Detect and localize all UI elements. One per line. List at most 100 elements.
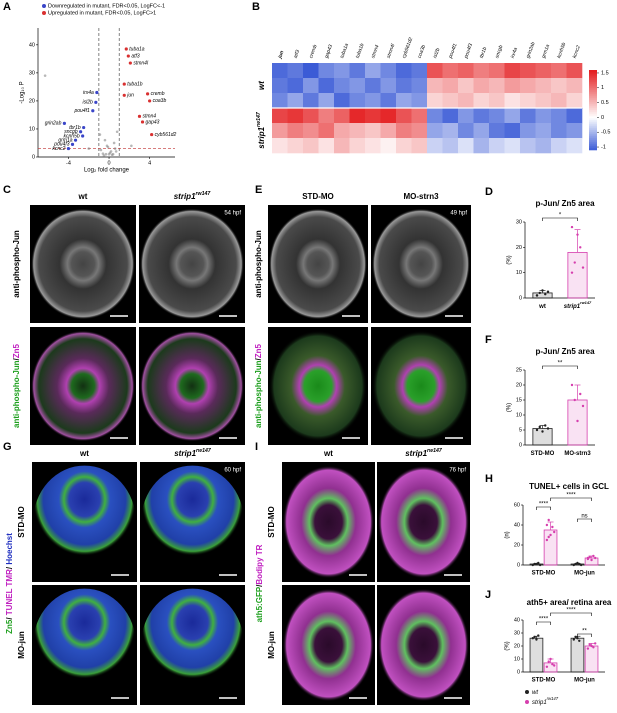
data-point bbox=[535, 294, 539, 297]
point bbox=[110, 153, 114, 157]
y-tick-label: 20 bbox=[516, 245, 522, 251]
y-axis-label: (n) bbox=[505, 531, 511, 538]
micrograph-tissue bbox=[282, 465, 375, 579]
data-point bbox=[579, 246, 582, 249]
data-point bbox=[572, 638, 575, 641]
row-group-label-sup: rw147 bbox=[256, 111, 262, 127]
heatmap-cell bbox=[365, 63, 381, 79]
heatmap-cell bbox=[411, 63, 428, 79]
data-point bbox=[594, 642, 597, 645]
heatmap-cell bbox=[504, 123, 521, 139]
data-point bbox=[573, 398, 576, 402]
colorbar-segment bbox=[589, 104, 597, 107]
stain-label-part: ath5:GFP bbox=[255, 586, 264, 622]
x-tick-label: -4 bbox=[66, 160, 71, 166]
heatmap-cell bbox=[504, 108, 521, 124]
gene-label: grin2ab bbox=[45, 121, 62, 127]
heatmap-cell bbox=[551, 93, 567, 109]
column-label: kcnc2 bbox=[572, 45, 582, 60]
data-point bbox=[551, 663, 554, 666]
stain-label-part: Bodipy TR bbox=[255, 544, 264, 584]
y-tick-label: 40 bbox=[514, 522, 520, 528]
column-label-sup: rw147 bbox=[427, 448, 443, 454]
data-point bbox=[544, 293, 547, 296]
column-label-text: STD-MO bbox=[302, 192, 334, 201]
point bbox=[114, 150, 118, 153]
stain-label-part: TUNEL TMR bbox=[5, 569, 14, 615]
heatmap-cell bbox=[489, 93, 505, 109]
point bbox=[103, 138, 107, 142]
heatmap-cell bbox=[365, 93, 381, 109]
data-point bbox=[581, 266, 585, 269]
heatmap-cell bbox=[473, 138, 490, 154]
column-label-text: wt bbox=[79, 449, 89, 458]
stain-label-part: / bbox=[5, 565, 14, 569]
data-point bbox=[545, 665, 549, 668]
stain-label-part: Zn5 bbox=[5, 619, 14, 634]
legend-sup: rw147 bbox=[547, 696, 559, 701]
data-point bbox=[586, 647, 590, 650]
heatmap-cell bbox=[396, 138, 412, 154]
significance-label: **** bbox=[566, 493, 576, 499]
bar bbox=[570, 637, 585, 673]
heatmap-cell bbox=[318, 108, 335, 124]
y-tick-label: 10 bbox=[514, 656, 520, 662]
column-label-sup: rw147 bbox=[196, 191, 212, 197]
colorbar-segment bbox=[589, 122, 597, 125]
legend-marker bbox=[42, 4, 46, 8]
heatmap-cell bbox=[551, 78, 567, 94]
gene-label: pou4f3 bbox=[53, 142, 70, 148]
colorbar-segment bbox=[589, 146, 597, 149]
heatmap-cell bbox=[473, 63, 490, 79]
point bbox=[102, 154, 106, 157]
point bbox=[104, 152, 108, 156]
data-point bbox=[541, 289, 544, 292]
significance-label: * bbox=[559, 213, 562, 219]
stage-label: 54 hpf bbox=[224, 211, 241, 217]
chart-title: p-Jun/ Zn5 area bbox=[535, 199, 595, 208]
y-axis-label: -Log₁₀ P bbox=[20, 81, 26, 103]
heatmap-cell bbox=[551, 123, 567, 139]
colorbar-segment bbox=[589, 142, 597, 145]
x-tick-label: wt bbox=[538, 304, 546, 310]
data-point bbox=[538, 425, 541, 429]
point bbox=[150, 132, 154, 137]
data-point bbox=[547, 518, 550, 522]
colorbar-segment bbox=[589, 88, 597, 91]
point bbox=[106, 145, 110, 149]
panel-letter: J bbox=[485, 589, 491, 601]
data-point bbox=[586, 556, 590, 560]
heatmap-cell bbox=[489, 108, 505, 124]
heatmap-cell bbox=[318, 63, 335, 79]
column-label: pou4f1 bbox=[447, 43, 458, 61]
stage-label: 49 hpf bbox=[450, 211, 467, 217]
heatmap-cell bbox=[473, 108, 490, 124]
heatmap-cell bbox=[566, 123, 583, 139]
point bbox=[113, 147, 117, 150]
y-tick-label: 30 bbox=[29, 70, 35, 76]
colorbar-segment bbox=[589, 140, 597, 143]
point bbox=[81, 134, 85, 138]
heatmap-cell bbox=[272, 123, 288, 139]
data-point bbox=[537, 561, 540, 565]
point bbox=[148, 99, 152, 103]
data-point bbox=[590, 558, 593, 562]
significance-label: ns bbox=[581, 514, 587, 520]
heatmap-cell bbox=[365, 123, 381, 139]
heatmap-cell bbox=[272, 78, 288, 94]
column-label: stmn4l bbox=[386, 42, 397, 59]
stain-label: Zn5/ TUNEL TMR/ Hoechst bbox=[5, 533, 14, 634]
bar bbox=[567, 399, 588, 446]
column-label: cyb561d2 bbox=[401, 37, 414, 60]
colorbar-segment bbox=[589, 78, 597, 81]
heatmap-cell bbox=[380, 108, 397, 124]
heatmap-cell bbox=[504, 63, 521, 79]
heatmap-cell bbox=[473, 78, 490, 94]
bar bbox=[532, 292, 553, 299]
column-label-text: strip1 bbox=[174, 192, 196, 201]
row-label-part: Zn5 bbox=[12, 343, 21, 358]
colorbar-segment bbox=[589, 130, 597, 133]
gene-label: cremb bbox=[151, 91, 165, 97]
column-label: kcnh5b bbox=[556, 42, 567, 59]
data-point bbox=[572, 563, 575, 567]
